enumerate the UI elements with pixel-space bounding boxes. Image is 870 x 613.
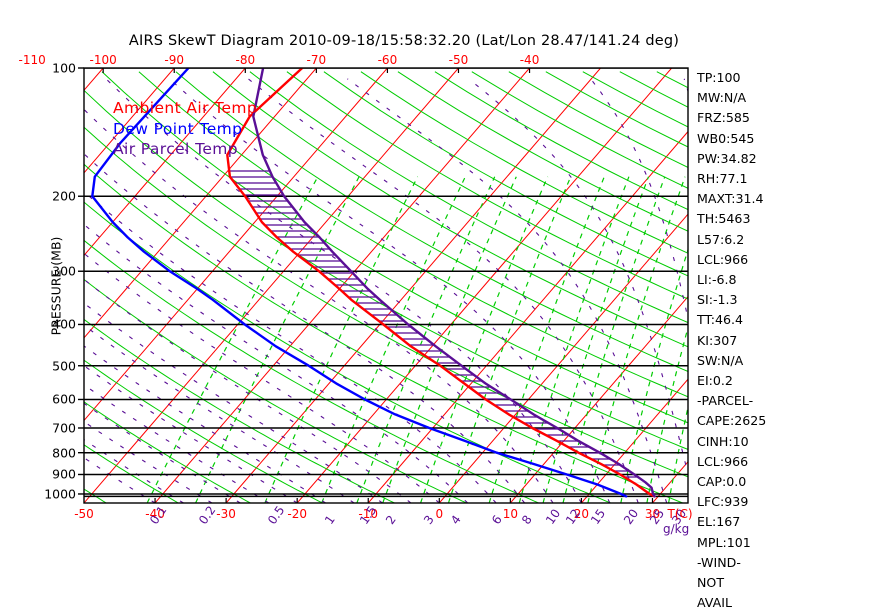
top-temp-tick: -110	[18, 53, 46, 67]
bottom-temp-tick: -10	[358, 507, 379, 521]
bottom-temp-tick: 30	[644, 507, 661, 521]
panel-item: CAPE:2625	[697, 413, 767, 429]
mixing-ratio-axis-label: g/kg	[663, 522, 690, 536]
pressure-tick: 100	[52, 60, 76, 76]
panel-item: -WIND-	[697, 554, 741, 570]
panel-item: WB0:545	[697, 130, 755, 146]
bottom-temp-tick: 20	[573, 507, 590, 521]
panel-item: RH:77.1	[697, 171, 748, 187]
panel-item: KI:307	[697, 332, 738, 348]
panel-item: LCL:966	[697, 251, 749, 267]
panel-item: NOT	[697, 575, 725, 591]
pressure-tick: 500	[52, 358, 76, 374]
legend-item-dewpoint: Dew Point Temp	[113, 119, 243, 138]
panel-item: MPL:101	[697, 534, 751, 550]
bottom-temp-tick: -20	[287, 507, 307, 521]
axis-ticks	[78, 67, 654, 503]
sounding-indices-panel: TP:100 MW:N/A FRZ:585 WB0:545 PW:34.82 RH:77.…	[697, 68, 766, 613]
bottom-temp-tick: 0	[435, 507, 444, 521]
isobar-lines	[84, 68, 688, 498]
pressure-tick: 800	[52, 445, 76, 461]
panel-item: TP:100	[697, 70, 741, 85]
pressure-tick: 300	[52, 263, 76, 279]
top-temperature-axis: -120-110-100-90-80-70-60-50-40	[0, 53, 870, 69]
bottom-temp-tick: -40	[145, 507, 165, 521]
pressure-tick: 900	[52, 466, 76, 482]
bottom-temp-tick: -50	[74, 507, 94, 521]
panel-item: PW:34.82	[697, 150, 757, 166]
temperature-axis-label: T(C)	[667, 507, 693, 521]
panel-item: MW:N/A	[697, 90, 747, 106]
skewt-chart	[78, 67, 689, 504]
panel-item: -PARCEL-	[697, 393, 754, 409]
panel-item: MAXT:31.4	[697, 191, 764, 207]
legend-item-ambient: Ambient Air Temp	[113, 99, 258, 117]
top-temp-tick: -50	[448, 53, 469, 67]
panel-item: SW:N/A	[697, 352, 744, 368]
bottom-temp-tick: 10	[502, 507, 518, 521]
sounding-curves	[91, 68, 656, 498]
bottom-temp-tick: -30	[216, 507, 236, 521]
panel-item: LCL:966	[697, 453, 749, 469]
panel-item: CINH:10	[697, 433, 749, 449]
page-title: AIRS SkewT Diagram 2010-09-18/15:58:32.2…	[128, 33, 680, 49]
legend: Ambient Air Temp Dew Point Temp Air Parc…	[113, 98, 257, 160]
top-temp-tick: -70	[306, 53, 327, 67]
top-temp-tick: -60	[377, 53, 398, 67]
plot-frame	[83, 67, 689, 504]
panel-item: AVAIL	[697, 595, 732, 611]
top-temp-tick: -100	[89, 53, 117, 67]
cape-shaded-region	[228, 167, 646, 483]
pressure-tick: 600	[52, 391, 76, 407]
pressure-tick: 700	[52, 420, 76, 436]
top-temp-tick: -40	[519, 53, 540, 67]
panel-item: TH:5463	[697, 211, 751, 227]
pressure-tick: 200	[52, 188, 76, 204]
pressure-tick: 400	[52, 316, 76, 332]
legend-item-parcel: Air Parcel Temp	[113, 140, 238, 158]
panel-item: TT:46.4	[697, 312, 744, 328]
panel-item: LFC:939	[697, 494, 749, 510]
top-temp-tick: -90	[164, 53, 185, 67]
panel-item: EI:0.2	[697, 373, 733, 389]
top-temp-tick: -80	[235, 53, 256, 67]
pressure-tick: 1000	[44, 486, 76, 502]
mixing-ratio-lines	[146, 176, 688, 503]
panel-item: CAP:0.0	[697, 474, 747, 490]
panel-item: SI:-1.3	[697, 292, 738, 308]
panel-item: L57:6.2	[697, 231, 745, 247]
moist-adiabat-lines	[84, 78, 688, 503]
panel-item: FRZ:585	[697, 110, 750, 126]
panel-item: LI:-6.8	[697, 272, 737, 288]
panel-item: EL:167	[697, 514, 741, 530]
